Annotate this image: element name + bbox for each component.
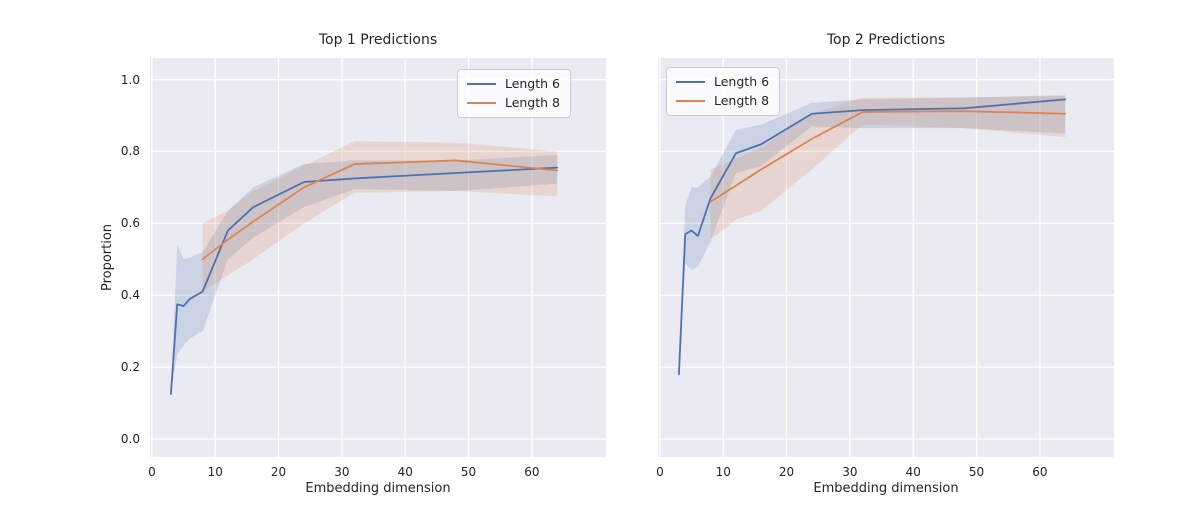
legend-label: Length 6: [504, 76, 560, 91]
y-axis-label: Proportion: [100, 223, 116, 292]
x-tick-label: 10: [207, 465, 223, 479]
x-tick-label: 0: [656, 465, 664, 479]
legend-line-sample-length6: [676, 81, 705, 83]
legend-entry: Length 6: [466, 76, 560, 92]
axes-background: [658, 58, 1114, 457]
legend-label: Length 8: [504, 95, 560, 110]
x-tick-label: 10: [715, 465, 731, 479]
confidence-band-length-6: [678, 95, 1066, 375]
legend-label: Length 8: [714, 93, 770, 108]
x-tick-label: 50: [460, 465, 477, 479]
legend-top1: Length 6 Length 8: [456, 69, 571, 118]
x-tick-label: 20: [778, 465, 795, 479]
series-line-length-8: [201, 159, 559, 261]
legend-label: Length 6: [714, 74, 770, 89]
series-line-length-6: [169, 166, 559, 395]
legend-line-sample-length8: [676, 100, 705, 102]
axes-area-top1: [150, 58, 606, 457]
y-tick-label: 0.4: [120, 288, 140, 303]
subplot-title: Top 1 Predictions: [318, 32, 438, 48]
y-tick-label: 0.0: [120, 432, 140, 447]
confidence-band-length-8: [710, 95, 1066, 240]
y-tick-label: 1.0: [120, 72, 140, 87]
axes-area-top2: [658, 58, 1114, 457]
x-tick-label: 40: [905, 465, 921, 479]
x-tick-label: 0: [148, 465, 156, 479]
confidence-band-length-8: [202, 141, 558, 292]
legend-entry: Length 8: [676, 93, 769, 109]
confidence-band-length-6: [170, 155, 558, 395]
legend-line-sample-length6: [466, 83, 496, 85]
subplot-top1-predictions: Top 1 Predictions Proportion Embedding d…: [101, 32, 606, 496]
x-tick-label: 60: [1032, 465, 1048, 479]
series-line-length-8: [709, 110, 1067, 203]
subplot-title: Top 2 Predictions: [826, 32, 946, 48]
legend-line-sample-length8: [466, 102, 496, 104]
x-axis-label: Embedding dimension: [813, 481, 959, 496]
legend-entry: Length 6: [676, 74, 769, 90]
x-tick-label: 30: [334, 465, 350, 479]
x-tick-label: 20: [270, 465, 287, 479]
axes-background: [150, 58, 606, 457]
y-tick-label: 0.2: [120, 360, 140, 375]
legend-top2: Length 6 Length 8: [666, 67, 781, 116]
y-tick-label: 0.8: [120, 144, 140, 159]
legend-entry: Length 8: [466, 95, 560, 111]
x-tick-label: 30: [842, 465, 858, 479]
x-tick-label: 60: [524, 465, 540, 479]
y-tick-label: 0.6: [120, 216, 140, 231]
x-axis-label: Embedding dimension: [305, 481, 451, 496]
series-line-length-6: [677, 98, 1067, 376]
x-tick-label: 50: [968, 465, 985, 479]
x-tick-label: 40: [397, 465, 413, 479]
subplot-top2-predictions: Top 2 Predictions Embedding dimension Le…: [656, 32, 1114, 496]
